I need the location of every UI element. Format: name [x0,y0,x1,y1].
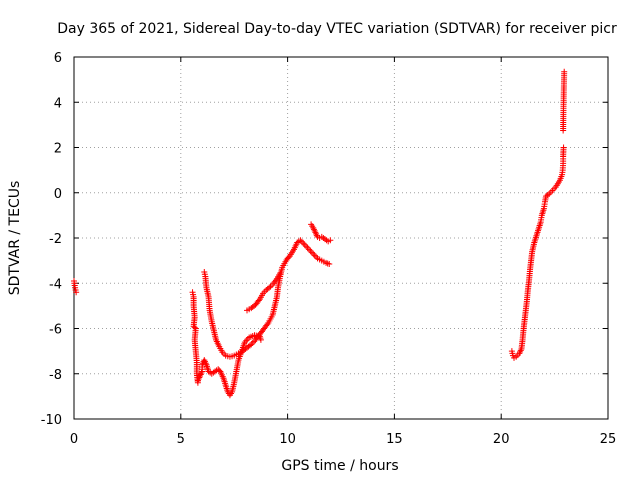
y-tick-label: 2 [54,142,62,157]
y-tick-label: -8 [49,368,62,383]
axis-ticks [73,56,609,420]
x-tick-label: 0 [70,432,78,447]
chart-title: Day 365 of 2021, Sidereal Day-to-day VTE… [57,21,617,37]
data-point [264,321,271,328]
y-tick-label: 4 [54,96,62,111]
x-tick-label: 25 [600,432,617,447]
data-point [277,270,284,277]
x-tick-label: 5 [177,432,185,447]
x-tick-label: 15 [386,432,403,447]
data-points [71,68,568,399]
grid [74,57,608,419]
y-tick-label: -10 [41,413,62,428]
y-tick-label: -6 [49,323,62,338]
data-point [326,261,333,268]
x-tick-label: 20 [493,432,510,447]
y-tick-label: 6 [54,51,62,66]
data-point [191,324,198,331]
data-point [561,68,568,75]
data-point [266,284,273,291]
y-axis-label: SDTVAR / TECUs [7,181,23,296]
data-point [255,297,262,304]
data-point [246,342,253,349]
y-tick-label: 0 [54,187,62,202]
x-axis-label: GPS time / hours [281,458,398,474]
y-tick-label: -2 [49,232,62,247]
data-point [257,336,264,343]
x-tick-label: 10 [279,432,296,447]
y-tick-label: -4 [49,277,62,292]
data-point [73,289,80,296]
data-point [560,144,567,151]
tick-labels: 0 5 10 15 20 25 -10 -8 -6 -4 -2 0 2 4 6 [41,51,617,447]
data-point [327,237,334,244]
